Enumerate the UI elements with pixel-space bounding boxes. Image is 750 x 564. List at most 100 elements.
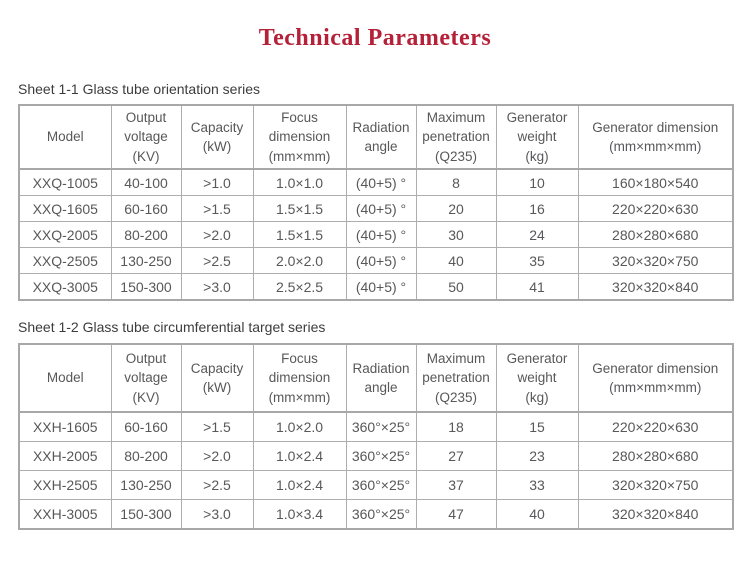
column-header: Generator weight (kg) <box>495 104 579 170</box>
column-header: Capacity (kW) <box>180 343 254 413</box>
table-cell: 150-300 <box>110 499 182 530</box>
table-cell: >3.0 <box>180 499 254 530</box>
column-header: Maximum penetration (Q235) <box>415 104 497 170</box>
table-cell: 24 <box>495 221 579 248</box>
table-cell: 50 <box>415 273 497 301</box>
table-row: XXQ-2005 80-200 >2.0 1.5×1.5 (40+5) ° 30 24 280… <box>18 221 734 248</box>
table-cell: 160×180×540 <box>577 168 734 196</box>
table-cell: >2.5 <box>180 470 254 500</box>
table-cell: 16 <box>495 195 579 222</box>
table-cell: (40+5) ° <box>345 195 417 222</box>
table-cell: 20 <box>415 195 497 222</box>
technical-parameters-page: Technical Parameters Sheet 1-1 Glass tub… <box>0 25 750 530</box>
table-cell: 1.5×1.5 <box>252 221 347 248</box>
table-cell: 60-160 <box>110 411 182 442</box>
table-cell: 41 <box>495 273 579 301</box>
table-row: XXQ-2505 130-250 >2.5 2.0×2.0 (40+5) ° 40 35 32… <box>18 247 734 274</box>
table-row: XXH-2005 80-200 >2.0 1.0×2.4 360°×25° 27 23 280… <box>18 441 734 471</box>
table-cell: 320×320×840 <box>577 273 734 301</box>
column-header: Model <box>18 343 112 413</box>
table-cell: 220×220×630 <box>577 411 734 442</box>
table-cell: XXH-3005 <box>18 499 112 530</box>
table-cell: 280×280×680 <box>577 221 734 248</box>
column-header: Generator dimension (mm×mm×mm) <box>577 343 734 413</box>
table-cell: 40 <box>415 247 497 274</box>
column-header: Focus dimension (mm×mm) <box>252 343 347 413</box>
column-header: Capacity (kW) <box>180 104 254 170</box>
table-row: XXH-2505 130-250 >2.5 1.0×2.4 360°×25° 37 33 32… <box>18 470 734 500</box>
table-cell: 47 <box>415 499 497 530</box>
table-cell: 80-200 <box>110 441 182 471</box>
table-cell: 18 <box>415 411 497 442</box>
table-cell: 320×320×750 <box>577 247 734 274</box>
table-cell: 35 <box>495 247 579 274</box>
table-cell: 220×220×630 <box>577 195 734 222</box>
spec-table-circumferential-series: Model Output voltage (KV) Capacity (kW) Foc… <box>18 343 734 530</box>
table-row: XXQ-1605 60-160 >1.5 1.5×1.5 (40+5) ° 20 16 220… <box>18 195 734 222</box>
table-cell: 360°×25° <box>345 441 417 471</box>
table-cell: 8 <box>415 168 497 196</box>
table-cell: 360°×25° <box>345 499 417 530</box>
table-cell: 37 <box>415 470 497 500</box>
table-cell: >1.0 <box>180 168 254 196</box>
table-cell: 360°×25° <box>345 411 417 442</box>
table-cell: 40 <box>495 499 579 530</box>
table-cell: 1.0×1.0 <box>252 168 347 196</box>
table-cell: (40+5) ° <box>345 273 417 301</box>
column-header: Maximum penetration (Q235) <box>415 343 497 413</box>
table-cell: XXQ-3005 <box>18 273 112 301</box>
table-cell: 1.0×2.4 <box>252 470 347 500</box>
table-cell: 130-250 <box>110 470 182 500</box>
table-cell: 1.0×2.0 <box>252 411 347 442</box>
table-cell: XXQ-2005 <box>18 221 112 248</box>
table-cell: 2.0×2.0 <box>252 247 347 274</box>
table-row: XXQ-3005 150-300 >3.0 2.5×2.5 (40+5) ° 50 41 32… <box>18 273 734 301</box>
table-cell: XXQ-1605 <box>18 195 112 222</box>
table-cell: 33 <box>495 470 579 500</box>
sheet-1-2-label: Sheet 1-2 Glass tube circumferential tar… <box>18 319 326 335</box>
table-cell: 23 <box>495 441 579 471</box>
column-header: Radiation angle <box>345 104 417 170</box>
table-cell: 60-160 <box>110 195 182 222</box>
table-cell: 320×320×840 <box>577 499 734 530</box>
spec-table-orientation-series: Model Output voltage (KV) Capacity (kW) Foc… <box>18 104 734 301</box>
table-cell: XXH-2005 <box>18 441 112 471</box>
table-cell: XXQ-2505 <box>18 247 112 274</box>
table-cell: 320×320×750 <box>577 470 734 500</box>
sheet-1-1-label: Sheet 1-1 Glass tube orientation series <box>18 81 261 97</box>
table-cell: (40+5) ° <box>345 221 417 248</box>
table-cell: 40-100 <box>110 168 182 196</box>
table-cell: XXH-1605 <box>18 411 112 442</box>
table-cell: 10 <box>495 168 579 196</box>
column-header: Focus dimension (mm×mm) <box>252 104 347 170</box>
page-title: Technical Parameters <box>258 25 492 51</box>
table-row: XXQ-1005 40-100 >1.0 1.0×1.0 (40+5) ° 8 10 160×… <box>18 168 734 196</box>
column-header: Radiation angle <box>345 343 417 413</box>
table-cell: 130-250 <box>110 247 182 274</box>
table-cell: 1.0×3.4 <box>252 499 347 530</box>
table-cell: (40+5) ° <box>345 247 417 274</box>
table-cell: 1.0×2.4 <box>252 441 347 471</box>
table-cell: (40+5) ° <box>345 168 417 196</box>
header-row: Model Output voltage (KV) Capacity (kW) Foc… <box>18 343 734 413</box>
table-row: XXH-1605 60-160 >1.5 1.0×2.0 360°×25° 18 15 220… <box>18 411 734 442</box>
table-cell: 2.5×2.5 <box>252 273 347 301</box>
column-header: Generator dimension (mm×mm×mm) <box>577 104 734 170</box>
table-cell: 30 <box>415 221 497 248</box>
table-row: XXH-3005 150-300 >3.0 1.0×3.4 360°×25° 47 40 32… <box>18 499 734 530</box>
header-row: Model Output voltage (KV) Capacity (kW) Foc… <box>18 104 734 170</box>
column-header: Model <box>18 104 112 170</box>
table-cell: 150-300 <box>110 273 182 301</box>
table-cell: XXQ-1005 <box>18 168 112 196</box>
table-cell: 1.5×1.5 <box>252 195 347 222</box>
table-cell: >2.0 <box>180 221 254 248</box>
table-cell: >2.0 <box>180 441 254 471</box>
table-cell: 280×280×680 <box>577 441 734 471</box>
column-header: Output voltage (KV) <box>110 104 182 170</box>
table-cell: >1.5 <box>180 195 254 222</box>
table-cell: 360°×25° <box>345 470 417 500</box>
table-cell: >1.5 <box>180 411 254 442</box>
table-cell: XXH-2505 <box>18 470 112 500</box>
table-cell: >3.0 <box>180 273 254 301</box>
table-cell: 15 <box>495 411 579 442</box>
